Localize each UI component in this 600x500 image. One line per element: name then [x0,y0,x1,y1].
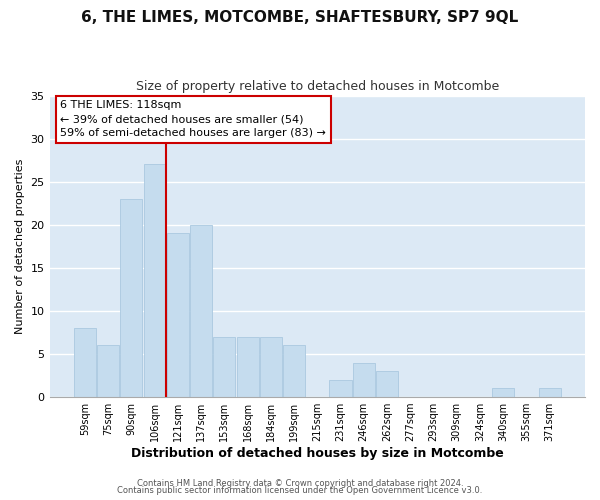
Bar [121,199,142,397]
Y-axis label: Number of detached properties: Number of detached properties [15,158,25,334]
Bar [213,337,235,397]
Bar [492,388,514,397]
Text: 6 THE LIMES: 118sqm
← 39% of detached houses are smaller (54)
59% of semi-detach: 6 THE LIMES: 118sqm ← 39% of detached ho… [60,100,326,138]
Bar [539,388,560,397]
Bar [190,225,212,397]
Bar [236,337,259,397]
Title: Size of property relative to detached houses in Motcombe: Size of property relative to detached ho… [136,80,499,93]
Text: Contains public sector information licensed under the Open Government Licence v3: Contains public sector information licen… [118,486,482,495]
Text: Contains HM Land Registry data © Crown copyright and database right 2024.: Contains HM Land Registry data © Crown c… [137,478,463,488]
Bar [376,371,398,397]
X-axis label: Distribution of detached houses by size in Motcombe: Distribution of detached houses by size … [131,447,503,460]
Bar [97,346,119,397]
Bar [74,328,96,397]
Bar [260,337,282,397]
Bar [353,362,375,397]
Bar [283,346,305,397]
Bar [167,234,189,397]
Bar [143,164,166,397]
Text: 6, THE LIMES, MOTCOMBE, SHAFTESBURY, SP7 9QL: 6, THE LIMES, MOTCOMBE, SHAFTESBURY, SP7… [82,10,518,25]
Bar [329,380,352,397]
